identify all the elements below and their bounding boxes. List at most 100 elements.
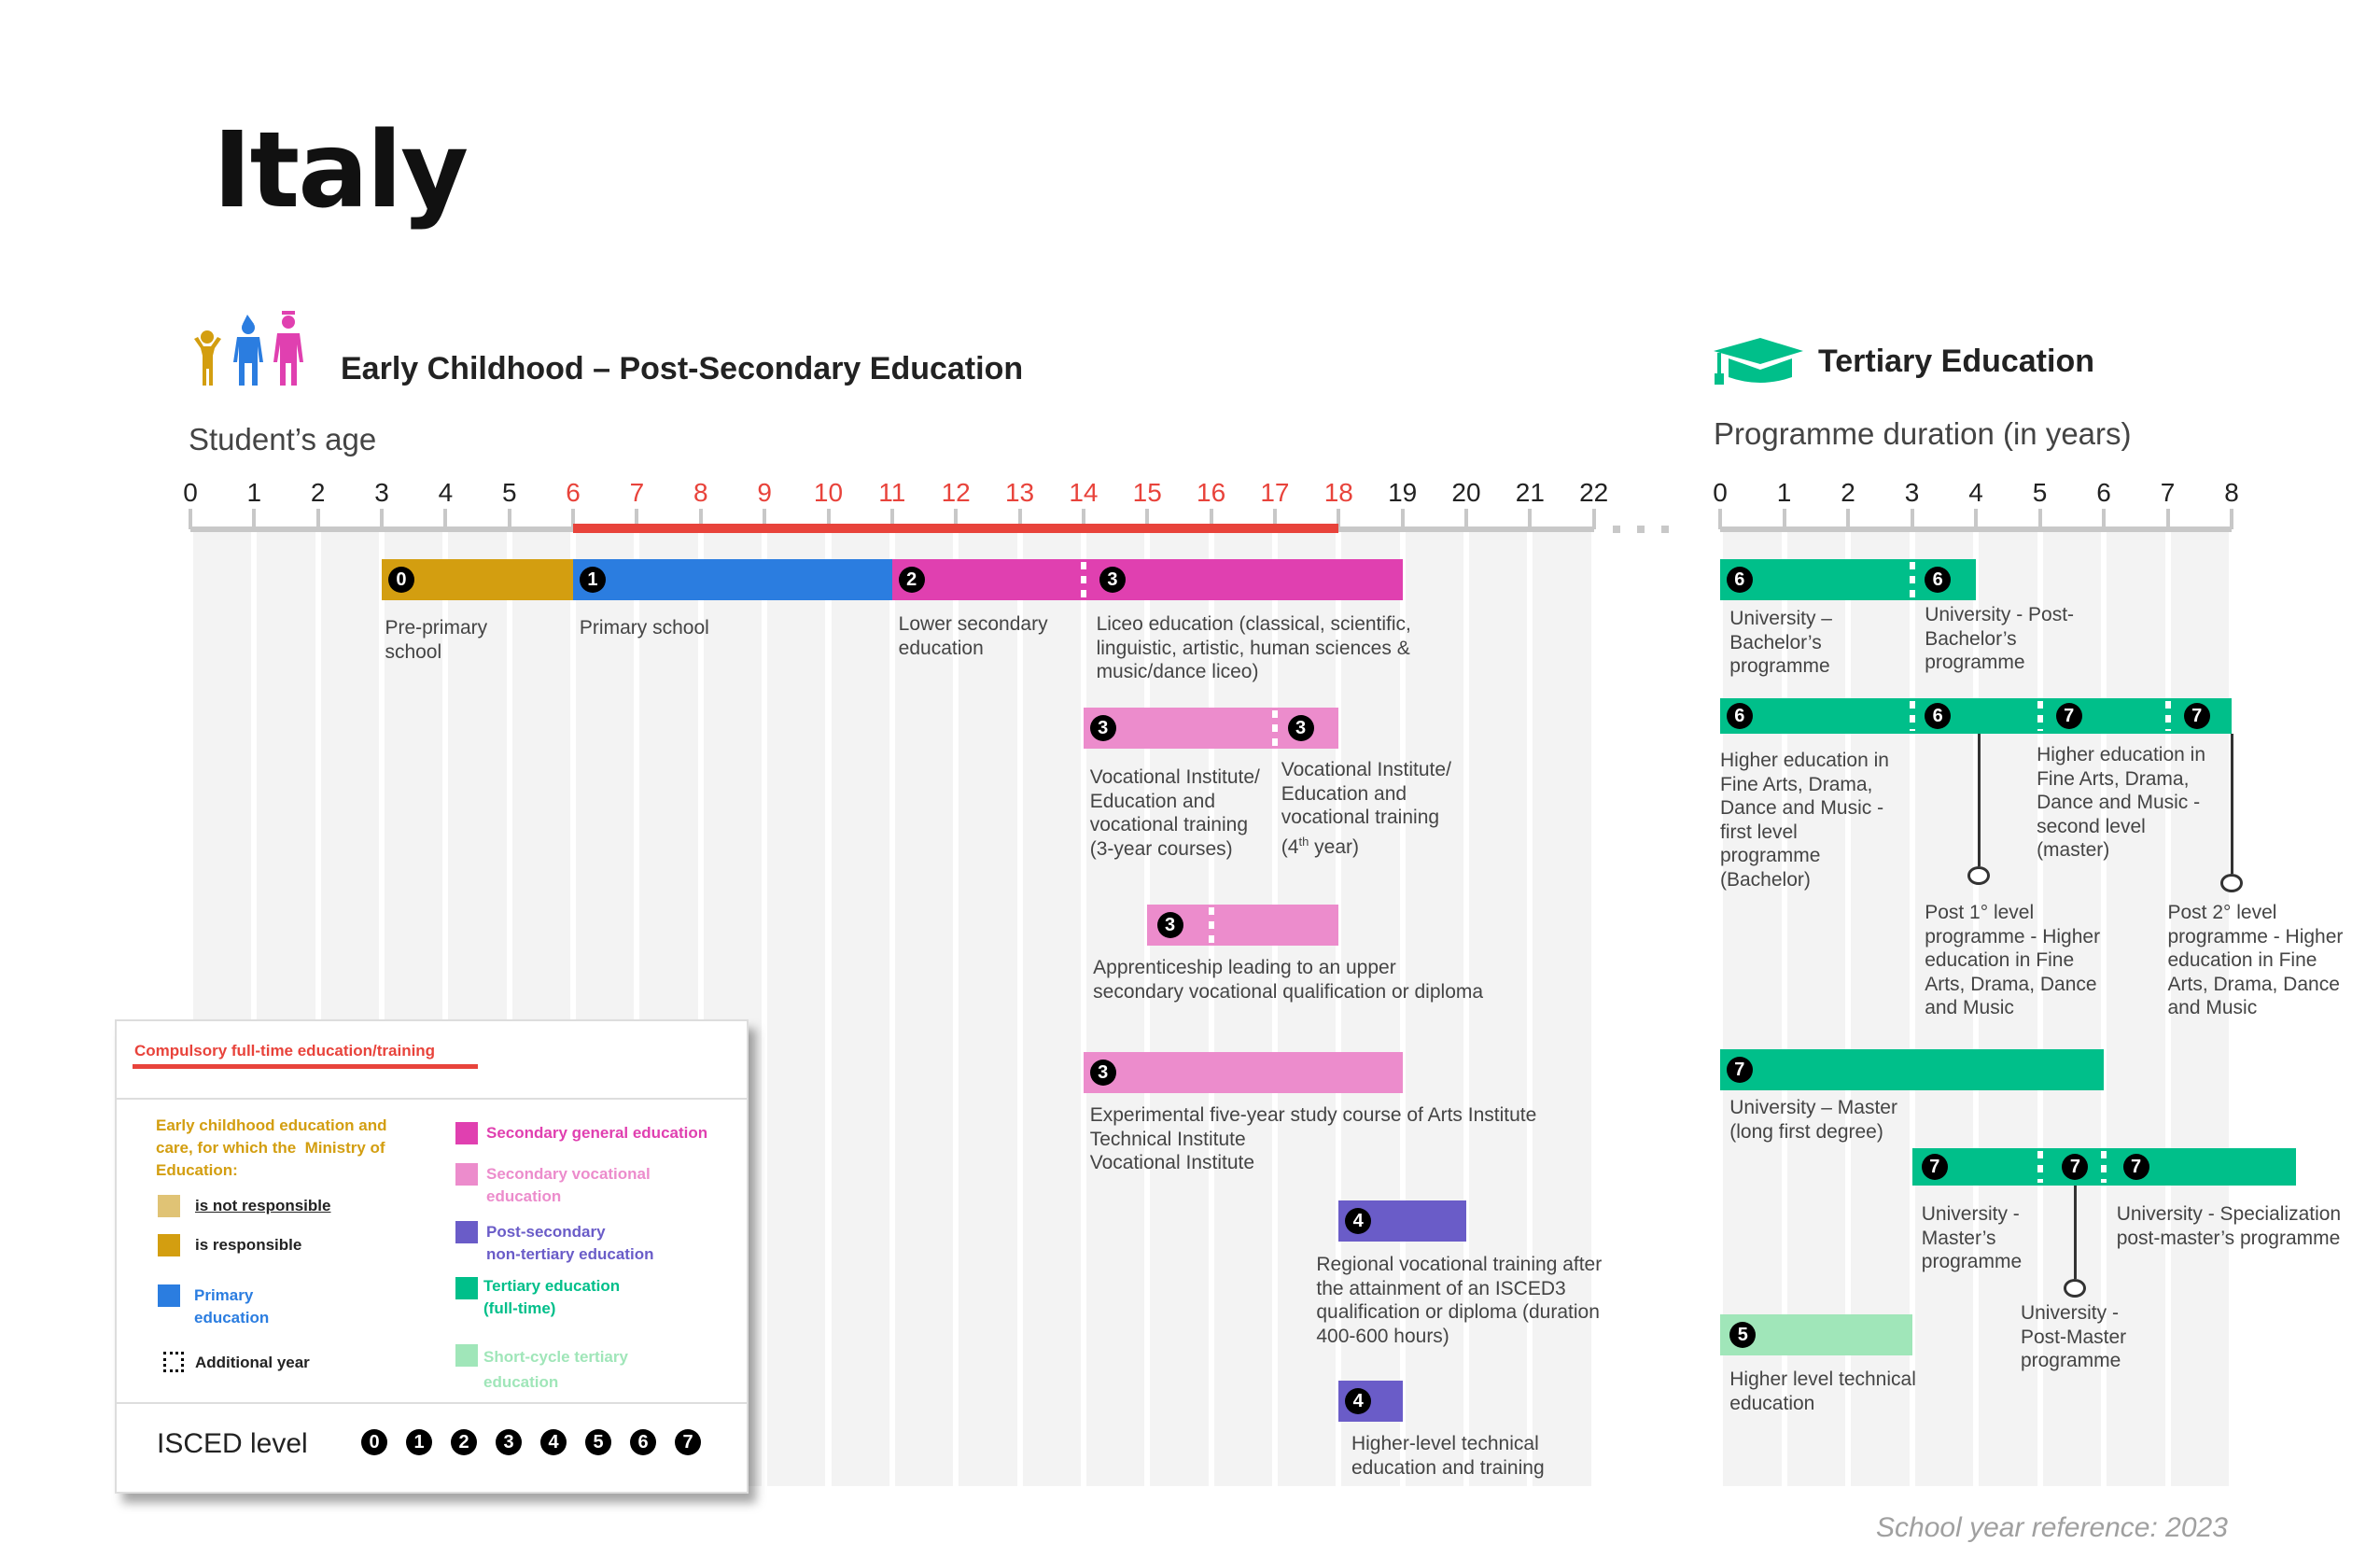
duration-tick	[2102, 509, 2106, 529]
left-section-title: Early Childhood – Post-Secondary Educati…	[341, 351, 1024, 386]
age-tick	[1400, 509, 1405, 529]
legend-divider	[117, 1098, 747, 1100]
isced-badge-6: 6	[1925, 703, 1952, 729]
isced-badge-3: 3	[1156, 912, 1183, 938]
connector-end-icon	[2064, 1279, 2087, 1298]
duration-programme-label: University – Bachelor’s programme	[1729, 608, 1832, 677]
duration-programme-label: University - Post-Master programme	[2020, 1302, 2127, 1371]
school-year-reference: School year reference: 2023	[1876, 1512, 2228, 1543]
age-column	[1150, 529, 1209, 1486]
legend-tertiary: Tertiary education (full-time)	[483, 1277, 621, 1317]
isced-badge-5: 5	[1729, 1322, 1757, 1348]
graduation-cap-icon	[1714, 338, 1803, 385]
duration-tick	[1782, 509, 1786, 529]
isced-level-label: ISCED level	[157, 1428, 308, 1459]
duration-tick	[2165, 509, 2170, 529]
duration-axis-title: Programme duration (in years)	[1714, 416, 2132, 451]
age-tick-label: 13	[1004, 478, 1035, 507]
duration-tick	[1974, 509, 1978, 529]
additional-year-divider	[2037, 701, 2043, 731]
age-tick-label: 22	[1579, 478, 1609, 507]
duration-tick	[2230, 509, 2233, 529]
additional-year-divider	[2101, 1151, 2107, 1183]
duration-tick	[1846, 509, 1850, 529]
age-tick	[1209, 509, 1213, 529]
age-tick-label: 11	[878, 478, 906, 507]
legend-swatch-not-responsible	[158, 1195, 180, 1217]
isced-badge-3: 3	[1089, 1060, 1116, 1086]
duration-tick-label: 2	[1841, 478, 1855, 507]
isced-badge-6: 6	[1726, 567, 1753, 593]
age-tick-label: 7	[629, 478, 645, 507]
age-programme-label: Experimental five-year study course of A…	[1089, 1104, 1537, 1173]
isced-badge-5: 5	[585, 1429, 611, 1455]
duration-programme-label: Higher education in Fine Arts, Drama, Da…	[1720, 750, 1889, 891]
age-tick	[635, 509, 639, 529]
legend-responsible: is responsible	[195, 1236, 302, 1254]
age-tick-label: 21	[1515, 478, 1545, 507]
duration-column	[2107, 529, 2165, 1486]
age-axis-title: Student’s age	[189, 422, 377, 456]
duration-tick-label: 0	[1713, 478, 1728, 507]
age-tick	[443, 509, 448, 529]
isced-badge-3: 3	[1099, 567, 1126, 593]
age-programme-label: Vocational Institute/ Education and voca…	[1281, 759, 1451, 858]
age-tick-label: 20	[1451, 478, 1481, 507]
age-column	[1085, 529, 1145, 1486]
duration-programme-label: University - Master’s programme	[1921, 1203, 2023, 1272]
legend-compulsory-line	[133, 1064, 478, 1069]
legend-additional-year: Additional year	[195, 1354, 310, 1371]
age-tick-label: 12	[941, 478, 971, 507]
additional-year-divider	[2164, 701, 2171, 731]
isced-badge-1: 1	[406, 1429, 432, 1455]
age-tick	[189, 509, 192, 529]
additional-year-divider	[1080, 562, 1086, 597]
isced-badge-2: 2	[898, 567, 925, 593]
legend-swatch-tertiary	[455, 1277, 478, 1299]
page-title: Italy	[213, 110, 469, 232]
connector-end-icon	[1967, 866, 1991, 885]
isced-badge-7: 7	[2062, 1154, 2089, 1180]
duration-column	[2042, 529, 2101, 1486]
isced-badge-7: 7	[675, 1429, 701, 1455]
legend: Compulsory full-time education/training …	[115, 1019, 749, 1494]
duration-tick-label: 8	[2224, 478, 2239, 507]
duration-tick	[1718, 509, 1722, 529]
age-tick-label: 10	[813, 478, 844, 507]
age-programme-label: Primary school	[579, 617, 709, 639]
age-tick	[380, 509, 385, 529]
duration-tick-label: 3	[1904, 478, 1920, 507]
isced-badge-0: 0	[387, 567, 414, 593]
age-column	[1533, 529, 1591, 1486]
duration-programme-label: University - Post- Bachelor’s programme	[1925, 604, 2075, 673]
legend-secondary-vocational: Secondary vocational education	[486, 1165, 651, 1205]
age-tick-label: 0	[183, 478, 198, 507]
age-tick	[252, 509, 257, 529]
axis-continuation-dot	[1613, 526, 1620, 533]
age-tick-label: 16	[1197, 478, 1226, 507]
age-programme-label: Liceo education (classical, scientific, …	[1096, 613, 1411, 682]
age-tick	[763, 509, 767, 529]
age-tick	[1145, 509, 1150, 529]
isced-badge-3: 3	[496, 1429, 522, 1455]
connector-line	[2230, 734, 2233, 874]
additional-year-divider	[1909, 562, 1915, 597]
isced-badge-6: 6	[630, 1429, 656, 1455]
isced-badge-7: 7	[2055, 703, 2082, 729]
compulsory-education-bar	[573, 524, 1339, 533]
duration-programme-label: University - Specialization post-master’…	[2116, 1203, 2342, 1249]
age-programme-bar	[573, 559, 892, 600]
age-column	[1341, 529, 1400, 1486]
additional-year-divider	[1271, 710, 1278, 746]
age-column	[1213, 529, 1272, 1486]
age-tick	[1017, 509, 1022, 529]
age-tick	[698, 509, 703, 529]
age-tick-label: 17	[1260, 478, 1290, 507]
duration-programme-label: University – Master (long first degree)	[1729, 1097, 1897, 1143]
age-tick	[826, 509, 831, 529]
duration-tick	[2037, 509, 2042, 529]
legend-swatch-responsible	[158, 1234, 180, 1256]
age-tick	[1464, 509, 1468, 529]
age-tick	[315, 509, 320, 529]
isced-badge-1: 1	[579, 567, 606, 593]
